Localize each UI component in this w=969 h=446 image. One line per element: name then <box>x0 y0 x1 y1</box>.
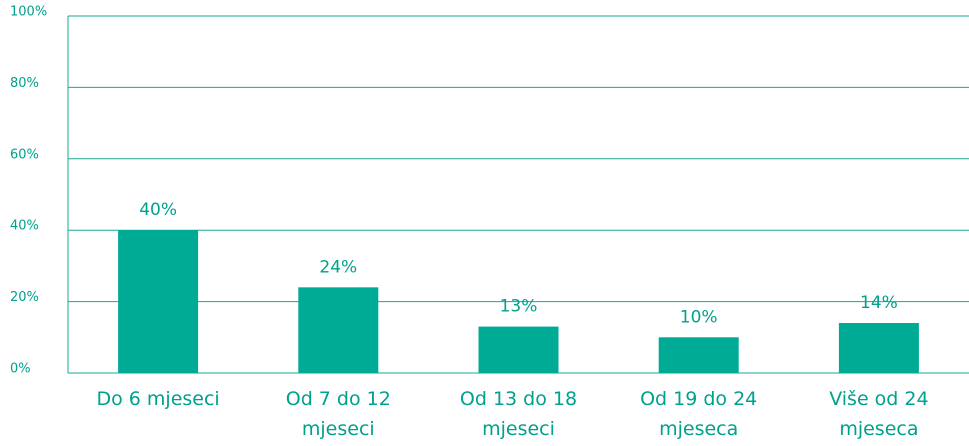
y-tick-label: 60% <box>10 147 39 162</box>
bar <box>298 287 379 373</box>
x-tick-label: Od 13 do 18 mjeseci <box>459 388 578 440</box>
x-tick-label: Od 19 do 24 mjeseca <box>640 388 758 440</box>
y-tick-label: 0% <box>10 362 31 377</box>
bar <box>658 337 739 373</box>
bar <box>478 326 559 373</box>
value-label: 10% <box>680 307 718 327</box>
value-label: 14% <box>860 293 898 313</box>
x-tick-label: Od 7 do 12 mjeseci <box>285 388 391 440</box>
y-tick-label: 80% <box>10 76 39 91</box>
value-label: 24% <box>319 257 357 277</box>
y-tick-label: 40% <box>10 219 39 234</box>
y-tick-label: 100% <box>10 5 47 20</box>
bar <box>118 230 199 373</box>
value-label: 40% <box>139 200 177 220</box>
value-label: 13% <box>500 297 538 317</box>
bar <box>838 323 919 373</box>
y-tick-label: 20% <box>10 290 39 305</box>
x-tick-label: Više od 24 mjeseca <box>829 388 929 440</box>
x-tick-label: Do 6 mjeseci <box>96 388 220 410</box>
